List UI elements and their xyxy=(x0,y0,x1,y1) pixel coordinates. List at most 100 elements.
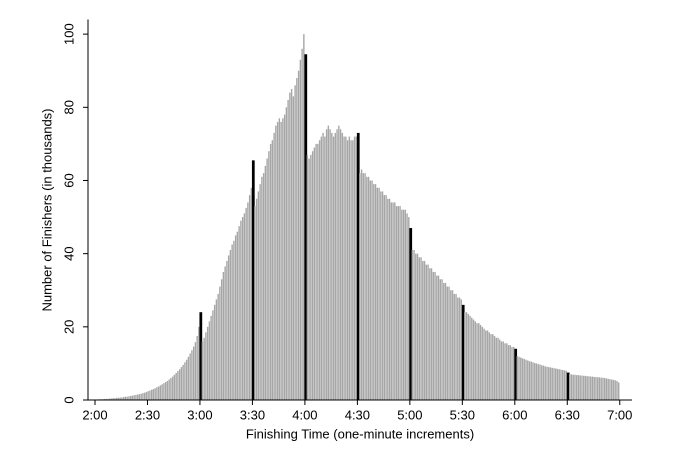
bar xyxy=(259,184,261,400)
highlight-bar xyxy=(409,228,413,400)
bar xyxy=(348,136,351,401)
bar xyxy=(486,330,489,400)
bar xyxy=(149,390,151,400)
bar xyxy=(126,396,128,400)
bar xyxy=(217,293,219,400)
bar xyxy=(294,85,296,400)
bar xyxy=(422,260,424,400)
bar xyxy=(506,343,508,400)
bar xyxy=(560,369,562,400)
bar xyxy=(224,266,226,400)
bar xyxy=(549,367,552,400)
bar xyxy=(464,312,466,400)
bar xyxy=(231,244,233,400)
bar xyxy=(280,121,282,400)
bar xyxy=(483,328,485,400)
bar xyxy=(446,286,448,400)
y-tick-label: 40 xyxy=(61,246,76,260)
bar xyxy=(388,198,391,400)
x-tick-label: 7:00 xyxy=(607,407,632,422)
x-tick-label: 2:30 xyxy=(135,407,160,422)
bar xyxy=(124,396,127,400)
bar xyxy=(572,374,574,400)
bar xyxy=(161,384,163,400)
bar xyxy=(434,271,436,400)
bar xyxy=(600,377,602,400)
bar xyxy=(315,143,317,400)
bar xyxy=(574,374,576,400)
bar xyxy=(227,255,230,400)
bar xyxy=(247,202,249,400)
bar xyxy=(497,337,499,400)
bar xyxy=(273,132,275,400)
bar xyxy=(170,378,172,400)
bar xyxy=(166,380,169,400)
bar xyxy=(360,169,363,400)
bar xyxy=(324,136,326,401)
bar xyxy=(245,207,247,400)
bar xyxy=(107,398,109,400)
bar xyxy=(205,332,207,400)
x-tick-label: 3:30 xyxy=(240,407,265,422)
bar xyxy=(618,382,620,400)
bar xyxy=(261,176,263,400)
bar xyxy=(387,198,389,400)
bar xyxy=(493,335,496,400)
bar xyxy=(509,345,511,400)
bar xyxy=(306,154,309,400)
bar xyxy=(308,158,310,400)
bar xyxy=(479,324,482,400)
x-axis-label: Finishing Time (one-minute increments) xyxy=(246,426,474,441)
bar xyxy=(136,394,139,400)
bar xyxy=(366,176,368,400)
bar xyxy=(147,391,149,400)
bar xyxy=(553,368,555,400)
bar xyxy=(229,249,232,400)
bar xyxy=(275,125,277,401)
bar xyxy=(119,397,121,400)
bar xyxy=(611,379,613,400)
bar xyxy=(336,129,338,400)
bar xyxy=(290,89,293,401)
bar xyxy=(262,173,265,400)
bar xyxy=(539,364,541,400)
bar xyxy=(359,173,361,400)
bar xyxy=(339,129,342,400)
bar xyxy=(595,376,597,400)
bar xyxy=(346,140,349,400)
x-tick-label: 5:00 xyxy=(397,407,422,422)
bar xyxy=(289,92,291,400)
bar xyxy=(212,310,214,400)
bar xyxy=(537,364,539,400)
bar xyxy=(513,346,515,400)
bar xyxy=(374,184,377,400)
bar xyxy=(455,293,457,400)
highlight-bar xyxy=(514,348,518,400)
bar xyxy=(341,132,344,400)
bar xyxy=(605,378,608,400)
bar xyxy=(220,279,223,400)
bar xyxy=(334,132,337,400)
bar xyxy=(320,136,323,401)
highlight-bar xyxy=(566,372,570,400)
bar xyxy=(331,132,333,400)
bar xyxy=(418,257,420,400)
bar xyxy=(283,114,286,400)
bar xyxy=(236,231,239,400)
bar xyxy=(254,206,256,400)
highlight-bar xyxy=(461,304,465,400)
bar xyxy=(338,125,340,401)
x-tick-label: 6:00 xyxy=(502,407,527,422)
bar xyxy=(264,165,267,400)
bar xyxy=(355,136,358,401)
bar xyxy=(257,191,260,400)
bar xyxy=(492,334,494,400)
x-tick-label: 5:30 xyxy=(450,407,475,422)
bar xyxy=(429,268,431,400)
y-tick-label: 0 xyxy=(61,396,76,403)
bar xyxy=(189,353,191,400)
bar xyxy=(122,397,125,400)
bar xyxy=(425,264,427,400)
bar xyxy=(184,362,186,400)
bar xyxy=(373,184,375,400)
